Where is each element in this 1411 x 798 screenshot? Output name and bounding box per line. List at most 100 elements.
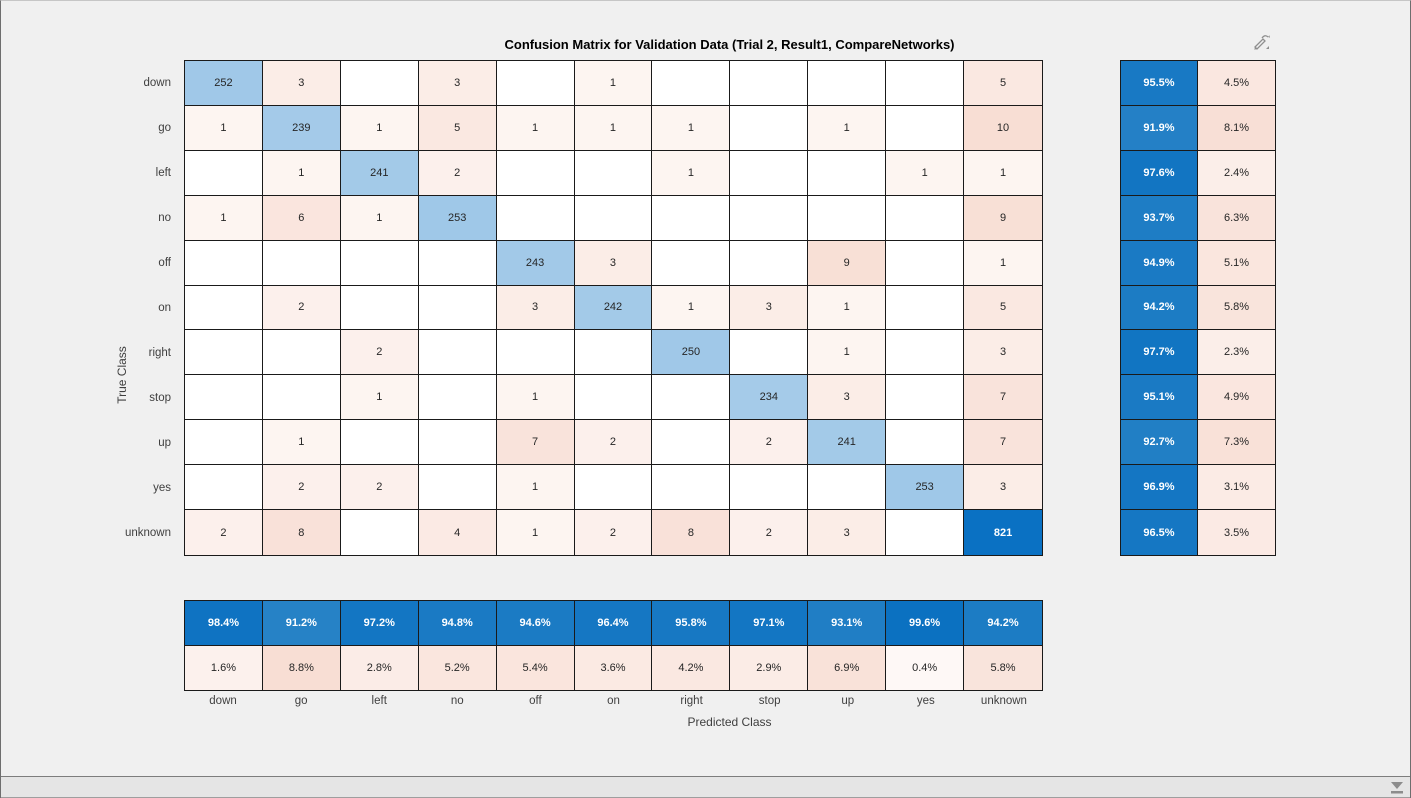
matrix-cell xyxy=(886,420,965,466)
matrix-cell: 1 xyxy=(185,195,263,241)
matrix-cell xyxy=(730,330,809,376)
matrix-cell xyxy=(574,465,653,511)
matrix-cell: 3 xyxy=(574,240,653,286)
matrix-cell xyxy=(418,330,497,376)
matrix-cell: 3 xyxy=(964,330,1042,376)
row-summary-cell: 6.3% xyxy=(1198,195,1275,241)
matrix-cell: 1 xyxy=(574,61,653,106)
row-summary-cell: 2.3% xyxy=(1198,330,1275,376)
column-summary-cell: 94.6% xyxy=(496,601,575,646)
matrix-cell xyxy=(808,195,887,241)
matrix-cell xyxy=(730,61,809,106)
matrix-cell: 253 xyxy=(418,195,497,241)
row-tick-labels: down go left no off on right stop up yes unknown xyxy=(1,60,178,556)
column-tick-label: up xyxy=(841,695,855,707)
matrix-cell: 234 xyxy=(730,375,809,421)
matrix-cell xyxy=(730,240,809,286)
matrix-cell: 243 xyxy=(496,240,575,286)
matrix-cell: 2 xyxy=(185,510,263,555)
matrix-cell xyxy=(886,285,965,331)
matrix-cell xyxy=(886,330,965,376)
matrix-cell xyxy=(886,510,965,555)
matrix-cell xyxy=(340,240,419,286)
matrix-cell xyxy=(185,420,263,466)
column-summary-cell: 94.8% xyxy=(418,601,497,646)
matrix-cell: 2 xyxy=(262,285,341,331)
matrix-cell xyxy=(574,150,653,196)
row-summary-cell: 8.1% xyxy=(1198,105,1275,151)
matrix-cell xyxy=(574,330,653,376)
matrix-cell xyxy=(185,330,263,376)
matrix-cell xyxy=(652,61,731,106)
column-summary-cell: 3.6% xyxy=(574,645,653,690)
matrix-cell xyxy=(730,150,809,196)
matrix-cell xyxy=(808,150,887,196)
matrix-cell xyxy=(262,330,341,376)
confusion-matrix-grid: 252 3 3 1 5 1 239 1 5 1 1 1 1 10 1 241 2 1 1 1 1 6 1 253 9 243 3 9 1… xyxy=(184,60,1043,556)
row-summary-cell: 92.7% xyxy=(1121,420,1198,466)
column-summary-cell: 8.8% xyxy=(262,645,341,690)
column-summary-cell: 5.2% xyxy=(418,645,497,690)
matrix-cell: 1 xyxy=(340,195,419,241)
column-tick-label: go xyxy=(294,695,308,707)
matrix-cell xyxy=(340,420,419,466)
matrix-cell: 252 xyxy=(185,61,263,106)
matrix-cell: 9 xyxy=(808,240,887,286)
matrix-cell xyxy=(262,240,341,286)
x-axis-label: Predicted Class xyxy=(687,715,772,729)
row-summary-cell: 4.5% xyxy=(1198,61,1275,106)
matrix-cell: 1 xyxy=(340,375,419,421)
row-summary-cell: 3.5% xyxy=(1198,510,1275,555)
matrix-cell: 7 xyxy=(496,420,575,466)
matrix-cell xyxy=(652,465,731,511)
row-summary-cell: 94.9% xyxy=(1121,240,1198,286)
matrix-cell xyxy=(652,420,731,466)
matrix-cell: 1 xyxy=(496,510,575,555)
matrix-cell xyxy=(808,61,887,106)
matrix-cell: 3 xyxy=(730,285,809,331)
column-summary-cell: 94.2% xyxy=(964,601,1042,646)
column-summary-cell: 97.2% xyxy=(340,601,419,646)
matrix-cell xyxy=(418,465,497,511)
column-tick-label: right xyxy=(680,695,703,707)
matrix-cell xyxy=(340,61,419,106)
edit-plot-icon[interactable] xyxy=(1250,32,1272,54)
matrix-cell: 6 xyxy=(262,195,341,241)
matrix-cell: 2 xyxy=(574,510,653,555)
matrix-cell: 1 xyxy=(340,105,419,151)
matrix-cell: 8 xyxy=(262,510,341,555)
row-tick-label: up xyxy=(158,437,171,450)
matrix-cell xyxy=(886,105,965,151)
matrix-cell: 3 xyxy=(964,465,1042,511)
matrix-cell: 4 xyxy=(418,510,497,555)
row-summary-cell: 96.5% xyxy=(1121,510,1198,555)
matrix-cell: 1 xyxy=(574,105,653,151)
matrix-cell xyxy=(185,465,263,511)
matrix-cell: 1 xyxy=(496,465,575,511)
column-summary-cell: 5.8% xyxy=(964,645,1042,690)
column-summary-cell: 93.1% xyxy=(808,601,887,646)
column-tick-label: unknown xyxy=(980,695,1027,707)
matrix-cell: 9 xyxy=(964,195,1042,241)
column-summary-cell: 97.1% xyxy=(730,601,809,646)
matrix-cell xyxy=(730,105,809,151)
matrix-cell xyxy=(418,420,497,466)
collapse-panel-icon[interactable] xyxy=(1389,781,1405,795)
row-summary-grid: 95.5% 4.5% 91.9% 8.1% 97.6% 2.4% 93.7% 6.3% 94.9… xyxy=(1120,60,1276,556)
row-summary-cell: 5.8% xyxy=(1198,285,1275,331)
row-tick-label: right xyxy=(148,347,171,360)
matrix-cell: 242 xyxy=(574,285,653,331)
matrix-cell xyxy=(574,375,653,421)
matrix-cell: 1 xyxy=(808,285,887,331)
row-tick-label: left xyxy=(155,166,171,179)
column-tick-label: down xyxy=(209,695,237,707)
matrix-cell: 7 xyxy=(964,375,1042,421)
matrix-cell xyxy=(886,240,965,286)
column-summary-cell: 2.9% xyxy=(730,645,809,690)
matrix-cell xyxy=(340,285,419,331)
column-summary-cell: 0.4% xyxy=(886,645,965,690)
bottom-panel xyxy=(1,777,1410,798)
chart-title: Confusion Matrix for Validation Data (Tr… xyxy=(504,37,955,52)
matrix-cell xyxy=(262,375,341,421)
